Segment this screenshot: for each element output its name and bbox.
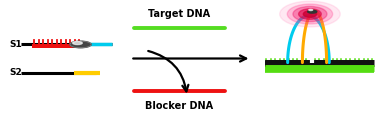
Circle shape <box>70 41 91 48</box>
Ellipse shape <box>280 1 340 27</box>
Circle shape <box>308 10 317 13</box>
Ellipse shape <box>287 4 333 24</box>
Circle shape <box>309 9 313 11</box>
Text: S1: S1 <box>9 40 22 49</box>
Ellipse shape <box>293 6 327 22</box>
Ellipse shape <box>299 9 321 19</box>
Text: Blocker DNA: Blocker DNA <box>146 101 214 112</box>
Text: Target DNA: Target DNA <box>149 9 211 19</box>
Text: S2: S2 <box>9 68 22 77</box>
Bar <box>32 44 81 48</box>
Ellipse shape <box>303 11 317 17</box>
Circle shape <box>73 42 82 45</box>
